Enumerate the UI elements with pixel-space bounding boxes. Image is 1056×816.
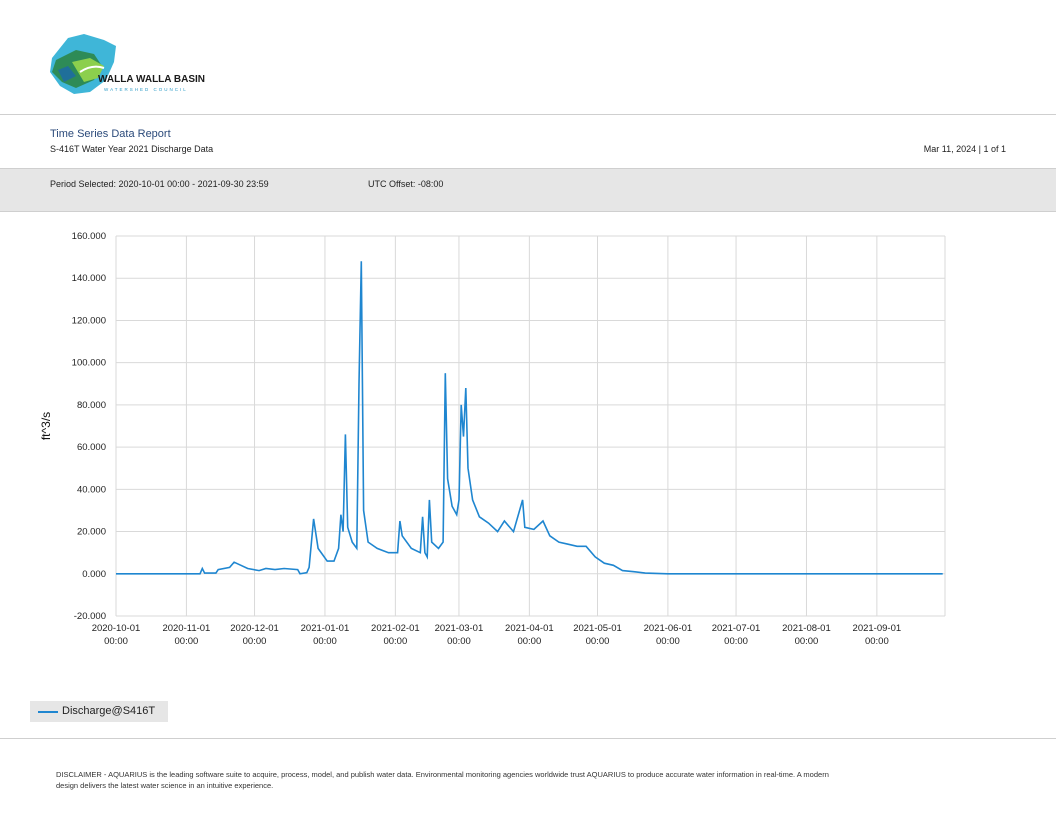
y-tick-label: 80.000 [77,400,106,411]
series-line-discharge [116,261,943,575]
x-tick-time: 00:00 [517,636,541,647]
y-tick-label: 40.000 [77,484,106,495]
y-tick-label: 160.000 [72,231,106,242]
x-tick-label: 2021-01-01 [301,623,350,634]
logo-tagline: WATERSHED COUNCIL [104,87,188,92]
utc-offset: UTC Offset: -08:00 [368,179,444,189]
y-tick-label: 120.000 [72,315,106,326]
x-tick-label: 2020-11-01 [162,623,210,634]
legend-label: Discharge@S416T [62,705,156,717]
x-tick-time: 00:00 [795,636,819,647]
y-tick-label: 100.000 [72,358,106,369]
x-tick-time: 00:00 [313,636,337,647]
x-tick-label: 2021-07-01 [712,623,761,634]
period-band: Period Selected: 2020-10-01 00:00 - 2021… [0,168,1056,212]
x-tick-time: 00:00 [104,636,128,647]
x-tick-time: 00:00 [724,636,748,647]
x-axis: 2020-10-01 00:00 2020-11-01 00:00 2020-12-01… [92,623,901,647]
header-divider [0,114,1056,115]
y-tick-label: 20.000 [77,527,106,538]
x-tick-time: 00:00 [656,636,680,647]
x-tick-label: 2021-04-01 [505,623,554,634]
x-tick-label: 2020-12-01 [230,623,279,634]
x-tick-label: 2021-02-01 [371,623,420,634]
chart-legend: Discharge@S416T [30,701,168,722]
report-title: Time Series Data Report [50,128,171,140]
logo: WALLA WALLA BASIN WATERSHED COUNCIL [46,32,216,98]
logo-mark-icon: WALLA WALLA BASIN WATERSHED COUNCIL [50,34,205,94]
chart-grid [115,235,946,617]
period-selected: Period Selected: 2020-10-01 00:00 - 2021… [50,179,269,189]
y-axis-label: ft^3/s [39,412,53,440]
y-tick-label: 0.000 [82,569,106,580]
x-tick-label: 2021-09-01 [853,623,902,634]
report-subtitle: S-416T Water Year 2021 Discharge Data [50,144,214,154]
x-tick-time: 00:00 [865,636,889,647]
logo-name: WALLA WALLA BASIN [98,74,205,85]
discharge-chart: 160.000 140.000 120.000 100.000 80.000 60.000… [39,231,946,647]
x-tick-time: 00:00 [175,636,199,647]
legend-swatch [38,711,58,713]
footer-divider [0,738,1056,739]
y-tick-label: -20.000 [74,611,106,622]
x-tick-time: 00:00 [243,636,267,647]
disclaimer: DISCLAIMER - AQUARIUS is the leading sof… [56,770,829,790]
report-date-page: Mar 11, 2024 | 1 of 1 [923,144,1006,154]
x-tick-label: 2021-06-01 [644,623,693,634]
x-tick-label: 2021-08-01 [782,623,831,634]
x-tick-label: 2020-10-01 [92,623,141,634]
x-tick-time: 00:00 [383,636,407,647]
x-tick-time: 00:00 [447,636,471,647]
x-tick-time: 00:00 [586,636,610,647]
y-tick-label: 140.000 [72,273,106,284]
y-axis: 160.000 140.000 120.000 100.000 80.000 60.000… [72,231,106,622]
x-tick-label: 2021-05-01 [573,623,622,634]
y-tick-label: 60.000 [77,442,106,453]
x-tick-label: 2021-03-01 [435,623,484,634]
